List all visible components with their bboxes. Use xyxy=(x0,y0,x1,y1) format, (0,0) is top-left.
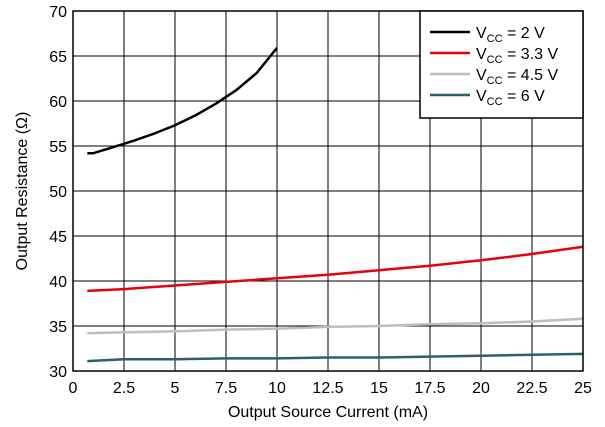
series-line xyxy=(87,352,584,363)
x-tick-label: 0 xyxy=(69,380,78,397)
legend-entry-suffix: = 3.3 V xyxy=(503,46,559,63)
y-tick-label: 50 xyxy=(49,184,67,201)
legend-entry-subscript: CC xyxy=(487,96,503,108)
legend-entry: VCC = 2 V xyxy=(476,25,545,45)
x-tick-label: 5 xyxy=(171,380,180,397)
y-tick-label: 55 xyxy=(49,139,67,156)
x-tick-label: 17.5 xyxy=(414,380,445,397)
series-layer xyxy=(87,47,584,363)
legend-entry-suffix: = 6 V xyxy=(503,88,546,105)
y-tick-label: 60 xyxy=(49,94,67,111)
x-tick-label: 7.5 xyxy=(215,380,237,397)
legend-entry-subscript: CC xyxy=(487,75,503,87)
x-tick-label: 25 xyxy=(574,380,592,397)
series-line xyxy=(87,317,584,335)
legend-entry-suffix: = 2 V xyxy=(503,25,546,42)
legend-entry-prefix: V xyxy=(476,67,487,84)
y-tick-label: 70 xyxy=(49,4,67,21)
x-tick-label: 20 xyxy=(472,380,490,397)
x-tick-label: 10 xyxy=(268,380,286,397)
legend-entry: VCC = 6 V xyxy=(476,88,545,108)
x-tick-label: 22.5 xyxy=(516,380,547,397)
y-tick-label: 40 xyxy=(49,274,67,291)
x-tick-labels: 0 2.5 5 7.5 10 12.5 15 17.5 20 22.5 25 xyxy=(69,380,592,397)
y-tick-label: 65 xyxy=(49,49,67,66)
y-axis-label: Output Resistance (Ω) xyxy=(14,112,31,271)
x-tick-label: 12.5 xyxy=(312,380,343,397)
y-tick-label: 30 xyxy=(49,364,67,381)
legend-box xyxy=(419,10,584,119)
legend-entry-subscript: CC xyxy=(487,54,503,66)
legend-entry-prefix: V xyxy=(476,88,487,105)
x-tick-label: 2.5 xyxy=(113,380,135,397)
y-tick-label: 45 xyxy=(49,229,67,246)
x-tick-label: 15 xyxy=(370,380,388,397)
legend-entry-prefix: V xyxy=(476,46,487,63)
series-line xyxy=(87,47,278,155)
series-line xyxy=(87,245,584,293)
legend-entry: VCC = 3.3 V xyxy=(476,46,558,66)
x-axis-label: Output Source Current (mA) xyxy=(228,404,428,421)
legend-entry: VCC = 4.5 V xyxy=(476,67,558,87)
plot-frame xyxy=(72,10,584,372)
legend-entry-subscript: CC xyxy=(487,33,503,45)
y-tick-label: 35 xyxy=(49,319,67,336)
legend-entry-suffix: = 4.5 V xyxy=(503,67,559,84)
y-tick-labels: 30 35 40 45 50 55 60 65 70 xyxy=(49,4,67,381)
legend-entry-prefix: V xyxy=(476,25,487,42)
